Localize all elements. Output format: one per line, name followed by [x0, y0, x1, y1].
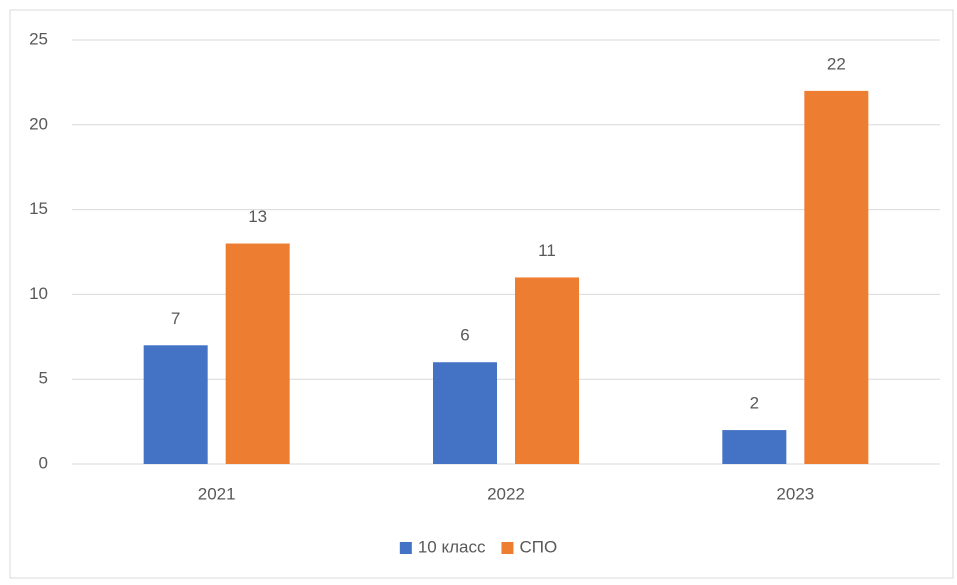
data-label: 6 — [460, 326, 469, 345]
y-tick-label: 0 — [39, 453, 48, 472]
bar — [515, 277, 579, 464]
data-label: 7 — [171, 309, 180, 328]
bar — [433, 362, 497, 464]
bar — [143, 345, 208, 464]
data-label: 22 — [827, 54, 846, 73]
bar — [225, 243, 290, 464]
data-label: 2 — [750, 394, 759, 413]
y-tick-label: 10 — [29, 284, 48, 303]
x-tick-label: 2022 — [487, 484, 525, 503]
legend-swatch — [399, 542, 412, 554]
y-tick-label: 5 — [39, 369, 48, 388]
legend-swatch — [501, 542, 514, 554]
y-tick-label: 20 — [29, 114, 48, 133]
legend-label: 10 класс — [418, 537, 486, 556]
bar — [722, 430, 787, 464]
y-tick-label: 15 — [29, 199, 48, 218]
y-tick-label: 25 — [29, 29, 48, 48]
x-tick-label: 2023 — [776, 484, 814, 503]
bar — [804, 90, 869, 464]
legend-label: СПО — [519, 537, 557, 556]
data-label: 13 — [248, 207, 267, 226]
x-tick-label: 2021 — [198, 484, 236, 503]
data-label: 11 — [538, 241, 556, 260]
